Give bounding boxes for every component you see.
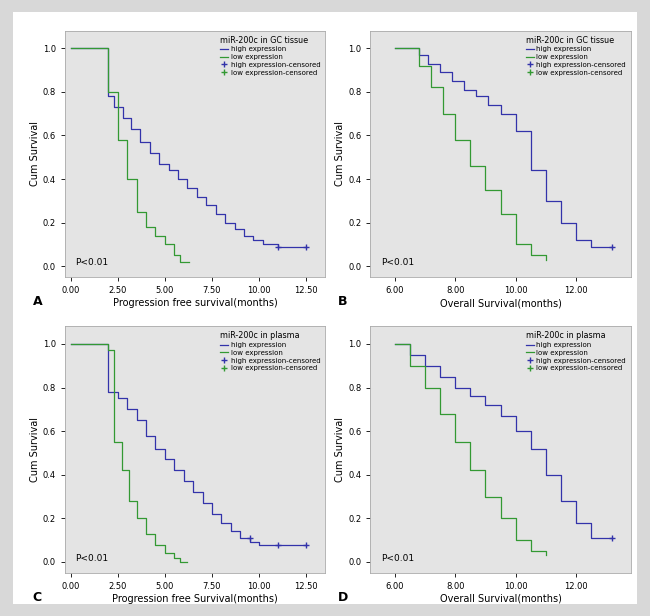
X-axis label: Progression free survival(months): Progression free survival(months) — [112, 298, 278, 308]
Text: P<0.01: P<0.01 — [75, 258, 109, 267]
Y-axis label: Cum Survival: Cum Survival — [335, 121, 345, 187]
Text: A: A — [32, 295, 42, 308]
X-axis label: Overall Survival(months): Overall Survival(months) — [439, 594, 562, 604]
Legend: high expression, low expression, high expression-censored, low expression-censor: high expression, low expression, high ex… — [524, 34, 627, 77]
Y-axis label: Cum Survival: Cum Survival — [335, 417, 345, 482]
Text: D: D — [338, 591, 348, 604]
Y-axis label: Cum Survival: Cum Survival — [30, 121, 40, 187]
Text: P<0.01: P<0.01 — [381, 554, 414, 563]
Legend: high expression, low expression, high expression-censored, low expression-censor: high expression, low expression, high ex… — [218, 330, 322, 373]
Legend: high expression, low expression, high expression-censored, low expression-censor: high expression, low expression, high ex… — [524, 330, 627, 373]
Text: C: C — [32, 591, 42, 604]
Text: B: B — [338, 295, 348, 308]
Text: P<0.01: P<0.01 — [75, 554, 109, 563]
Legend: high expression, low expression, high expression-censored, low expression-censor: high expression, low expression, high ex… — [218, 34, 322, 77]
X-axis label: Progression free Survival(months): Progression free Survival(months) — [112, 594, 278, 604]
X-axis label: Overall Survival(months): Overall Survival(months) — [439, 298, 562, 308]
Y-axis label: Cum Survival: Cum Survival — [30, 417, 40, 482]
Text: P<0.01: P<0.01 — [381, 258, 414, 267]
